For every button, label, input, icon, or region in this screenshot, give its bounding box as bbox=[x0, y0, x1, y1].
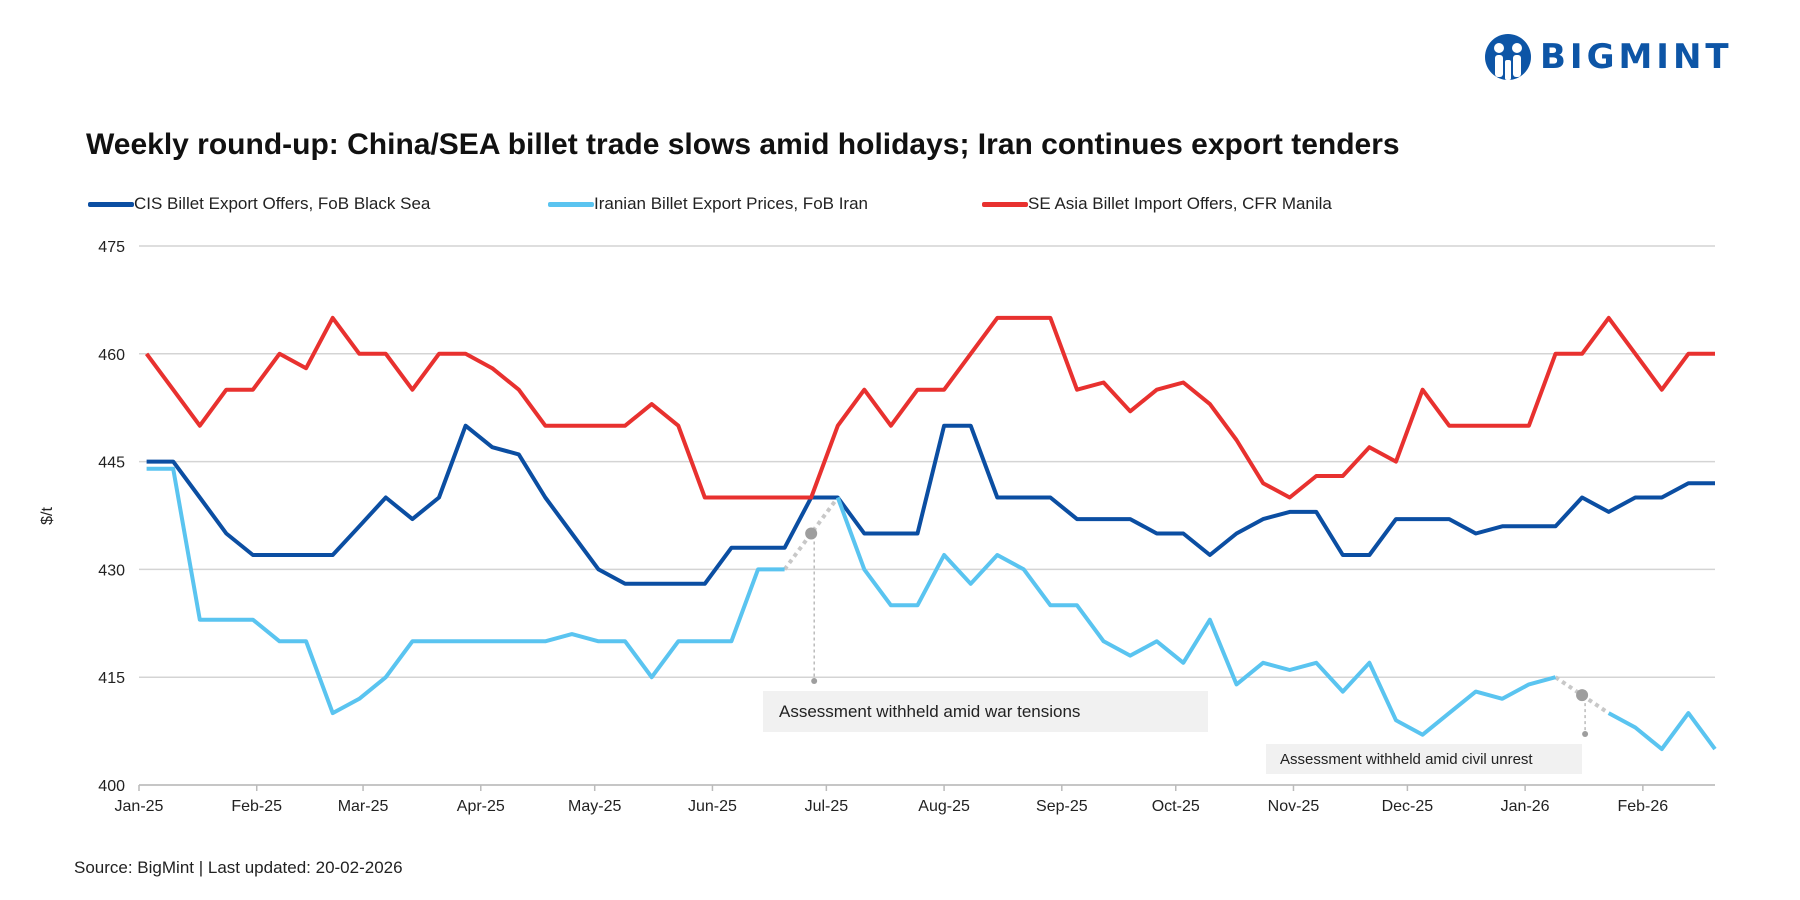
series-line-iran bbox=[1607, 711, 1717, 752]
y-tick-label: 445 bbox=[98, 455, 125, 472]
bigmint-logo-icon bbox=[1485, 34, 1531, 80]
y-tick-label: 460 bbox=[98, 347, 125, 364]
y-tick-label: 430 bbox=[98, 562, 125, 579]
legend: CIS Billet Export Offers, FoB Black Sea … bbox=[88, 194, 1332, 214]
annotation-anchor bbox=[1582, 731, 1589, 737]
y-axis-label: $/t bbox=[39, 507, 56, 525]
legend-label-cis: CIS Billet Export Offers, FoB Black Sea bbox=[134, 194, 431, 213]
x-tick-label: Feb-26 bbox=[1617, 798, 1668, 815]
annotation-war-tensions: Assessment withheld amid war tensions bbox=[763, 691, 1208, 732]
series-line-iran bbox=[835, 496, 1557, 737]
chart-title: Weekly round-up: China/SEA billet trade … bbox=[86, 128, 1400, 161]
x-tick-label: Jan-25 bbox=[115, 798, 164, 815]
gap-connector bbox=[782, 496, 840, 571]
y-tick-label: 475 bbox=[98, 239, 125, 256]
annotation-civil-unrest: Assessment withheld amid civil unrest bbox=[1266, 744, 1582, 774]
legend-label-iran: Iranian Billet Export Prices, FoB Iran bbox=[594, 194, 869, 213]
legend-swatch-sea bbox=[982, 201, 1028, 207]
legend-label-sea: SE Asia Billet Import Offers, CFR Manila bbox=[1028, 194, 1332, 213]
x-tick-label: Jul-25 bbox=[805, 798, 849, 815]
x-tick-label: Feb-25 bbox=[231, 798, 282, 815]
annotation-marker bbox=[805, 527, 818, 540]
x-tick-label: May-25 bbox=[568, 798, 621, 815]
series-line-cis bbox=[146, 423, 1715, 586]
y-tick-label: 415 bbox=[98, 670, 125, 687]
legend-item-cis: CIS Billet Export Offers, FoB Black Sea bbox=[88, 194, 548, 214]
x-tick-label: Oct-25 bbox=[1152, 798, 1200, 815]
legend-swatch-iran bbox=[548, 201, 594, 207]
annotation-marker bbox=[1576, 689, 1589, 702]
bigmint-logo: BIGMINT bbox=[1484, 32, 1733, 82]
x-tick-label: Sep-25 bbox=[1036, 798, 1088, 815]
x-tick-label: Jun-25 bbox=[688, 798, 737, 815]
brand-name: BIGMINT bbox=[1540, 37, 1733, 77]
legend-item-sea: SE Asia Billet Import Offers, CFR Manila bbox=[982, 194, 1332, 214]
legend-item-iran: Iranian Billet Export Prices, FoB Iran bbox=[548, 194, 982, 214]
y-tick-label: 400 bbox=[98, 778, 125, 795]
x-tick-label: Mar-25 bbox=[338, 798, 389, 815]
x-tick-label: Jan-26 bbox=[1501, 798, 1550, 815]
x-tick-label: Aug-25 bbox=[918, 798, 970, 815]
annotation-text: Assessment withheld amid civil unrest bbox=[1280, 750, 1533, 768]
annotation-text: Assessment withheld amid war tensions bbox=[779, 701, 1081, 721]
x-tick-label: Nov-25 bbox=[1268, 798, 1320, 815]
annotation-anchor bbox=[811, 678, 818, 684]
series-line-sea bbox=[144, 315, 1715, 500]
x-tick-label: Dec-25 bbox=[1382, 798, 1434, 815]
legend-swatch-cis bbox=[88, 201, 134, 207]
source-note: Source: BigMint | Last updated: 20-02-20… bbox=[74, 858, 403, 877]
series-line-iran bbox=[146, 466, 785, 716]
x-tick-label: Apr-25 bbox=[457, 798, 505, 815]
